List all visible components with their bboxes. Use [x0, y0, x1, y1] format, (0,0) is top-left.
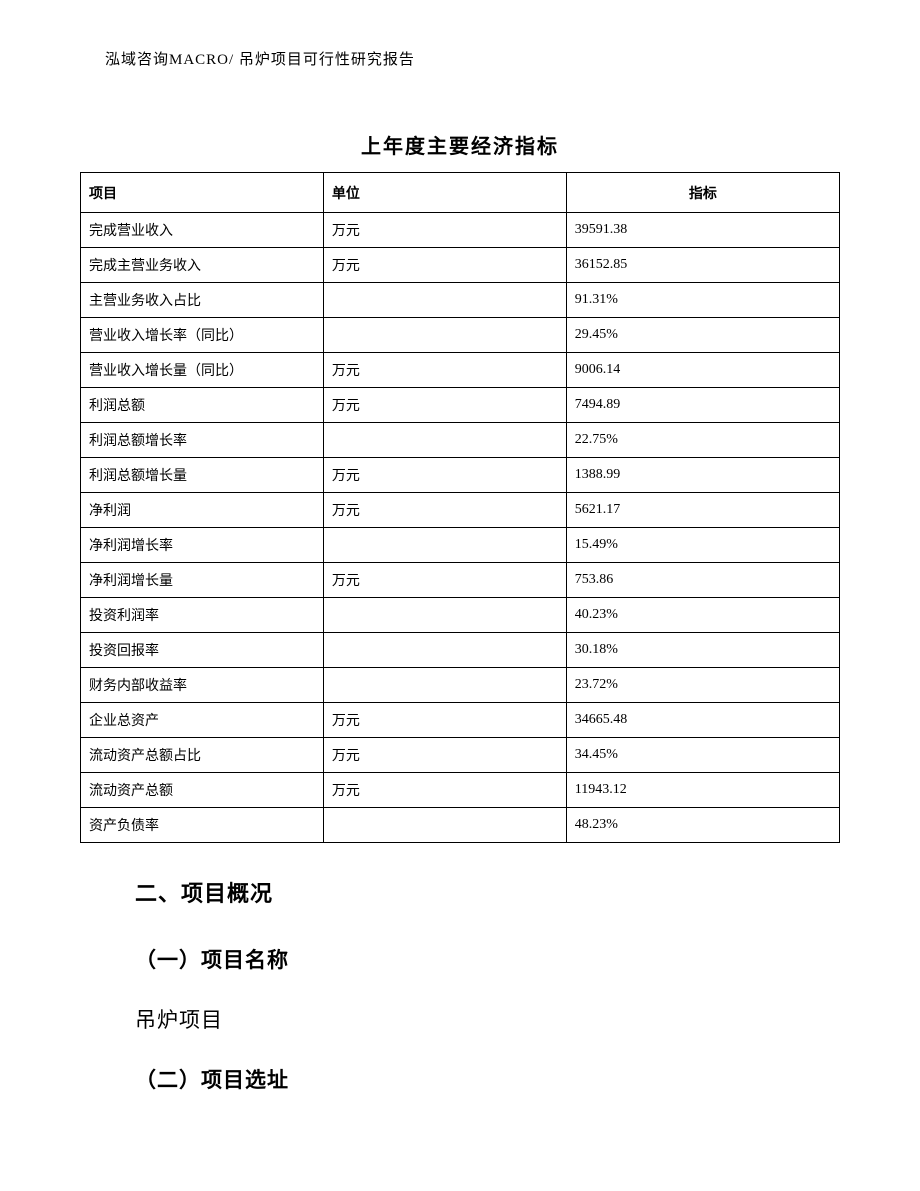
cell-item: 投资利润率	[81, 598, 324, 633]
cell-item: 主营业务收入占比	[81, 283, 324, 318]
cell-unit: 万元	[323, 248, 566, 283]
table-row: 财务内部收益率 23.72%	[81, 668, 840, 703]
sub-heading-2: （二）项目选址	[135, 1064, 785, 1094]
sub-heading-1: （一）项目名称	[135, 944, 785, 974]
cell-item: 净利润增长率	[81, 528, 324, 563]
cell-value: 15.49%	[566, 528, 839, 563]
table-row: 企业总资产万元34665.48	[81, 703, 840, 738]
cell-unit	[323, 808, 566, 843]
cell-value: 39591.38	[566, 213, 839, 248]
cell-unit	[323, 423, 566, 458]
cell-value: 5621.17	[566, 493, 839, 528]
cell-unit: 万元	[323, 458, 566, 493]
table-row: 完成营业收入万元39591.38	[81, 213, 840, 248]
cell-item: 营业收入增长量（同比）	[81, 353, 324, 388]
cell-unit: 万元	[323, 213, 566, 248]
col-header-value: 指标	[566, 173, 839, 213]
cell-unit: 万元	[323, 738, 566, 773]
table-row: 净利润万元5621.17	[81, 493, 840, 528]
cell-unit: 万元	[323, 703, 566, 738]
cell-unit: 万元	[323, 493, 566, 528]
section-heading-2: 二、项目概况	[135, 876, 785, 908]
cell-item: 营业收入增长率（同比）	[81, 318, 324, 353]
cell-item: 利润总额增长率	[81, 423, 324, 458]
table-row: 利润总额增长率 22.75%	[81, 423, 840, 458]
cell-unit: 万元	[323, 563, 566, 598]
col-header-item: 项目	[81, 173, 324, 213]
cell-unit	[323, 283, 566, 318]
table-row: 营业收入增长率（同比） 29.45%	[81, 318, 840, 353]
page-header: 泓域咨询MACRO/ 吊炉项目可行性研究报告	[105, 48, 415, 69]
cell-item: 完成营业收入	[81, 213, 324, 248]
cell-unit	[323, 633, 566, 668]
cell-unit: 万元	[323, 353, 566, 388]
col-header-unit: 单位	[323, 173, 566, 213]
cell-value: 29.45%	[566, 318, 839, 353]
project-name-text: 吊炉项目	[135, 1004, 785, 1034]
table-row: 净利润增长量万元753.86	[81, 563, 840, 598]
table-row: 净利润增长率 15.49%	[81, 528, 840, 563]
table-row: 完成主营业务收入万元36152.85	[81, 248, 840, 283]
cell-value: 40.23%	[566, 598, 839, 633]
cell-unit	[323, 318, 566, 353]
cell-item: 投资回报率	[81, 633, 324, 668]
cell-item: 净利润	[81, 493, 324, 528]
cell-item: 利润总额	[81, 388, 324, 423]
cell-item: 资产负债率	[81, 808, 324, 843]
cell-value: 36152.85	[566, 248, 839, 283]
cell-value: 34665.48	[566, 703, 839, 738]
cell-item: 财务内部收益率	[81, 668, 324, 703]
cell-item: 流动资产总额	[81, 773, 324, 808]
cell-value: 22.75%	[566, 423, 839, 458]
table-row: 流动资产总额万元11943.12	[81, 773, 840, 808]
cell-value: 30.18%	[566, 633, 839, 668]
economic-indicators-table: 项目 单位 指标 完成营业收入万元39591.38完成主营业务收入万元36152…	[80, 172, 840, 843]
cell-value: 34.45%	[566, 738, 839, 773]
cell-value: 23.72%	[566, 668, 839, 703]
cell-item: 净利润增长量	[81, 563, 324, 598]
table-title: 上年度主要经济指标	[0, 130, 920, 159]
table-row: 资产负债率 48.23%	[81, 808, 840, 843]
cell-item: 完成主营业务收入	[81, 248, 324, 283]
cell-unit: 万元	[323, 388, 566, 423]
cell-item: 企业总资产	[81, 703, 324, 738]
cell-value: 9006.14	[566, 353, 839, 388]
table-row: 主营业务收入占比 91.31%	[81, 283, 840, 318]
table-row: 利润总额万元7494.89	[81, 388, 840, 423]
cell-value: 48.23%	[566, 808, 839, 843]
table-row: 流动资产总额占比万元34.45%	[81, 738, 840, 773]
cell-unit: 万元	[323, 773, 566, 808]
cell-value: 11943.12	[566, 773, 839, 808]
cell-value: 1388.99	[566, 458, 839, 493]
table-row: 投资利润率 40.23%	[81, 598, 840, 633]
table-header-row: 项目 单位 指标	[81, 173, 840, 213]
table-row: 营业收入增长量（同比）万元9006.14	[81, 353, 840, 388]
table-row: 利润总额增长量万元1388.99	[81, 458, 840, 493]
body-content: 二、项目概况 （一）项目名称 吊炉项目 （二）项目选址	[135, 876, 785, 1124]
cell-value: 91.31%	[566, 283, 839, 318]
cell-value: 7494.89	[566, 388, 839, 423]
cell-unit	[323, 668, 566, 703]
table-row: 投资回报率 30.18%	[81, 633, 840, 668]
cell-item: 利润总额增长量	[81, 458, 324, 493]
cell-unit	[323, 528, 566, 563]
header-text: 泓域咨询MACRO/ 吊炉项目可行性研究报告	[105, 52, 415, 68]
cell-unit	[323, 598, 566, 633]
cell-item: 流动资产总额占比	[81, 738, 324, 773]
cell-value: 753.86	[566, 563, 839, 598]
